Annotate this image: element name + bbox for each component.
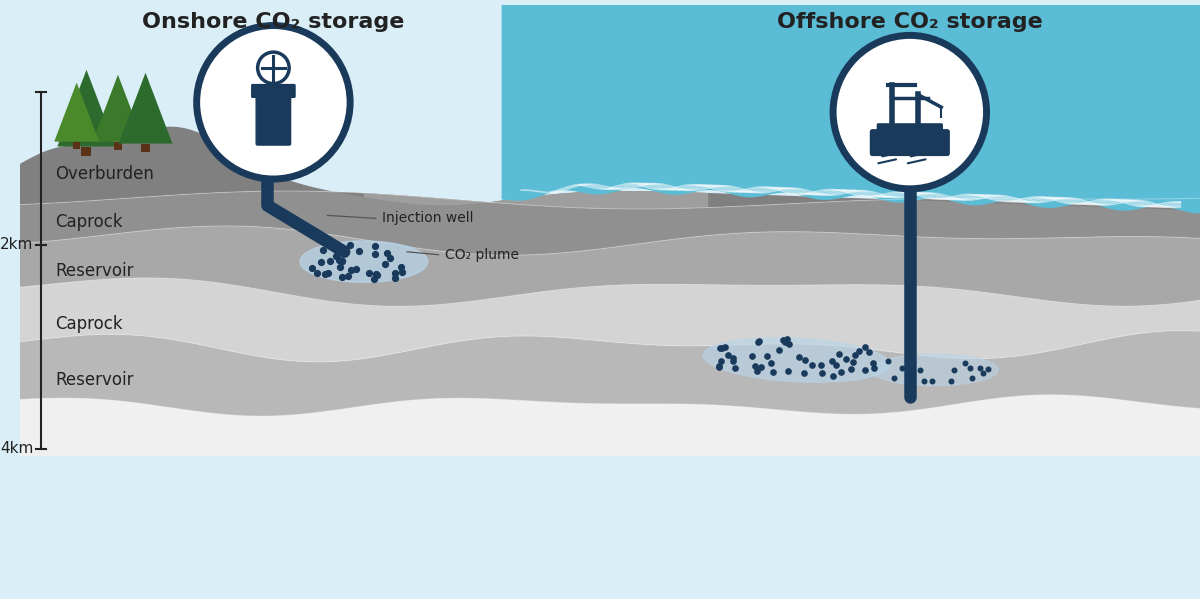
- Text: Reservoir: Reservoir: [55, 262, 133, 280]
- Text: 4km: 4km: [0, 441, 34, 456]
- Polygon shape: [19, 126, 1200, 210]
- Polygon shape: [19, 395, 1200, 456]
- Polygon shape: [19, 226, 1200, 306]
- Polygon shape: [54, 83, 100, 141]
- Polygon shape: [92, 75, 143, 141]
- FancyBboxPatch shape: [252, 84, 295, 98]
- Polygon shape: [502, 112, 1200, 147]
- Text: Caprock: Caprock: [55, 213, 122, 231]
- Text: Injection well: Injection well: [382, 211, 473, 225]
- FancyBboxPatch shape: [256, 93, 290, 145]
- Ellipse shape: [300, 241, 428, 282]
- Circle shape: [258, 52, 289, 84]
- FancyBboxPatch shape: [870, 130, 949, 155]
- FancyBboxPatch shape: [877, 124, 942, 135]
- Text: CO₂ plume: CO₂ plume: [444, 248, 518, 262]
- Ellipse shape: [703, 338, 890, 382]
- Polygon shape: [140, 144, 150, 152]
- Polygon shape: [114, 141, 122, 150]
- Polygon shape: [19, 278, 1200, 362]
- Polygon shape: [19, 191, 1200, 255]
- Ellipse shape: [870, 354, 998, 386]
- Polygon shape: [73, 141, 80, 149]
- Polygon shape: [364, 191, 708, 209]
- Text: 2km: 2km: [0, 237, 34, 252]
- Polygon shape: [82, 147, 91, 156]
- Text: Offshore CO₂ storage: Offshore CO₂ storage: [776, 11, 1043, 32]
- Polygon shape: [19, 331, 1200, 416]
- Text: Reservoir: Reservoir: [55, 371, 133, 389]
- Text: Overburden: Overburden: [55, 165, 154, 183]
- Polygon shape: [58, 70, 115, 147]
- Text: Onshore CO₂ storage: Onshore CO₂ storage: [142, 11, 404, 32]
- Polygon shape: [502, 5, 1200, 213]
- Text: Caprock: Caprock: [55, 314, 122, 332]
- Circle shape: [197, 26, 350, 179]
- Polygon shape: [119, 72, 173, 144]
- Circle shape: [833, 35, 986, 189]
